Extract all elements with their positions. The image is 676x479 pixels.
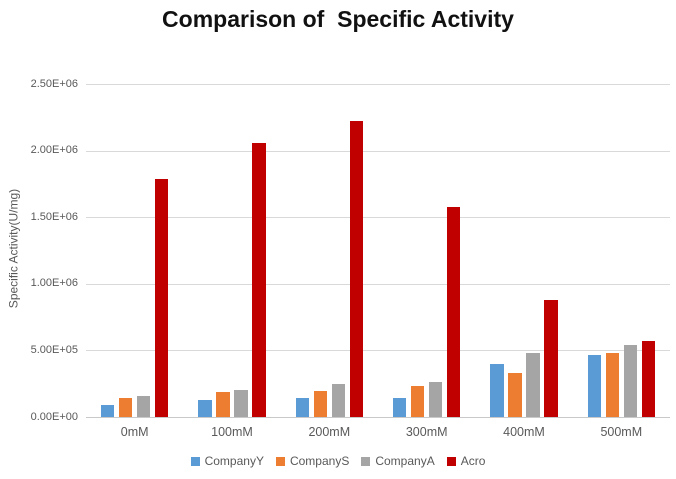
bar-acro-0mm — [154, 178, 169, 417]
legend-label: CompanyY — [204, 454, 264, 468]
bar-companyy-0mm — [100, 405, 115, 417]
bar-acro-100mm — [252, 142, 266, 417]
bar-companys-400mm — [508, 373, 522, 417]
legend-label: Acro — [460, 454, 486, 468]
x-category-label-200mm: 200mM — [308, 425, 351, 439]
legend-item-acro: Acro — [446, 454, 486, 468]
x-category-label-400mm: 400mM — [503, 425, 545, 439]
bar-companys-100mm — [216, 392, 230, 417]
bar-group-400mm — [490, 299, 558, 417]
y-tick-label: 0.00E+00 — [30, 410, 78, 423]
bar-companyy-500mm — [587, 355, 602, 417]
y-axis-title: Specific Activity(U/mg) — [6, 188, 21, 309]
bar-acro-400mm — [544, 299, 558, 417]
y-tick-label: 2.00E+06 — [30, 144, 78, 157]
legend-item-companys: CompanyS — [275, 454, 350, 468]
bar-companya-500mm — [623, 345, 638, 417]
x-category-label-300mm: 300mM — [405, 425, 448, 439]
bar-companya-0mm — [136, 396, 151, 417]
legend-label: CompanyS — [289, 454, 350, 468]
gridline — [86, 150, 670, 152]
legend-item-companyy: CompanyY — [190, 454, 264, 468]
plot-area — [86, 84, 670, 418]
bar-acro-500mm — [641, 341, 656, 417]
x-category-label-500mm: 500mM — [600, 425, 643, 439]
gridline — [86, 217, 670, 219]
bar-group-500mm — [587, 341, 656, 417]
chart-title: Comparison of Specific Activity — [162, 6, 514, 32]
bar-companyy-300mm — [392, 397, 407, 417]
legend: CompanyY CompanyS CompanyA Acro — [0, 454, 676, 468]
y-tick-label: 1.50E+06 — [30, 210, 78, 223]
bar-companyy-200mm — [295, 398, 310, 417]
legend-swatch-icon — [361, 456, 371, 466]
x-category-label-100mm: 100mM — [211, 425, 253, 439]
bar-companys-200mm — [313, 391, 328, 417]
y-tick-label: 1.00E+06 — [30, 277, 78, 290]
gridline — [86, 283, 670, 285]
y-tick-label: 5.00E+05 — [30, 343, 78, 356]
bar-group-100mm — [198, 142, 266, 417]
bar-companys-0mm — [118, 398, 133, 417]
bar-companya-200mm — [331, 383, 346, 417]
bar-group-300mm — [392, 206, 461, 417]
bar-companys-300mm — [410, 386, 425, 417]
gridline — [86, 84, 670, 85]
bar-companyy-400mm — [490, 363, 504, 417]
legend-item-companya: CompanyA — [361, 454, 435, 468]
legend-swatch-icon — [275, 456, 285, 466]
bar-acro-300mm — [446, 206, 461, 417]
y-tick-label: 2.50E+06 — [30, 77, 78, 90]
bar-companys-500mm — [605, 353, 620, 417]
legend-swatch-icon — [446, 456, 456, 466]
bar-group-0mm — [100, 178, 169, 417]
bar-companya-100mm — [234, 390, 248, 417]
bar-acro-200mm — [349, 121, 364, 417]
legend-label: CompanyA — [375, 454, 435, 468]
bar-companyy-100mm — [198, 399, 212, 417]
legend-swatch-icon — [190, 456, 200, 466]
bar-group-200mm — [295, 121, 364, 417]
gridline — [86, 350, 670, 352]
bar-companya-300mm — [428, 382, 443, 417]
bar-companya-400mm — [526, 353, 540, 417]
x-category-label-0mm: 0mM — [120, 425, 149, 439]
